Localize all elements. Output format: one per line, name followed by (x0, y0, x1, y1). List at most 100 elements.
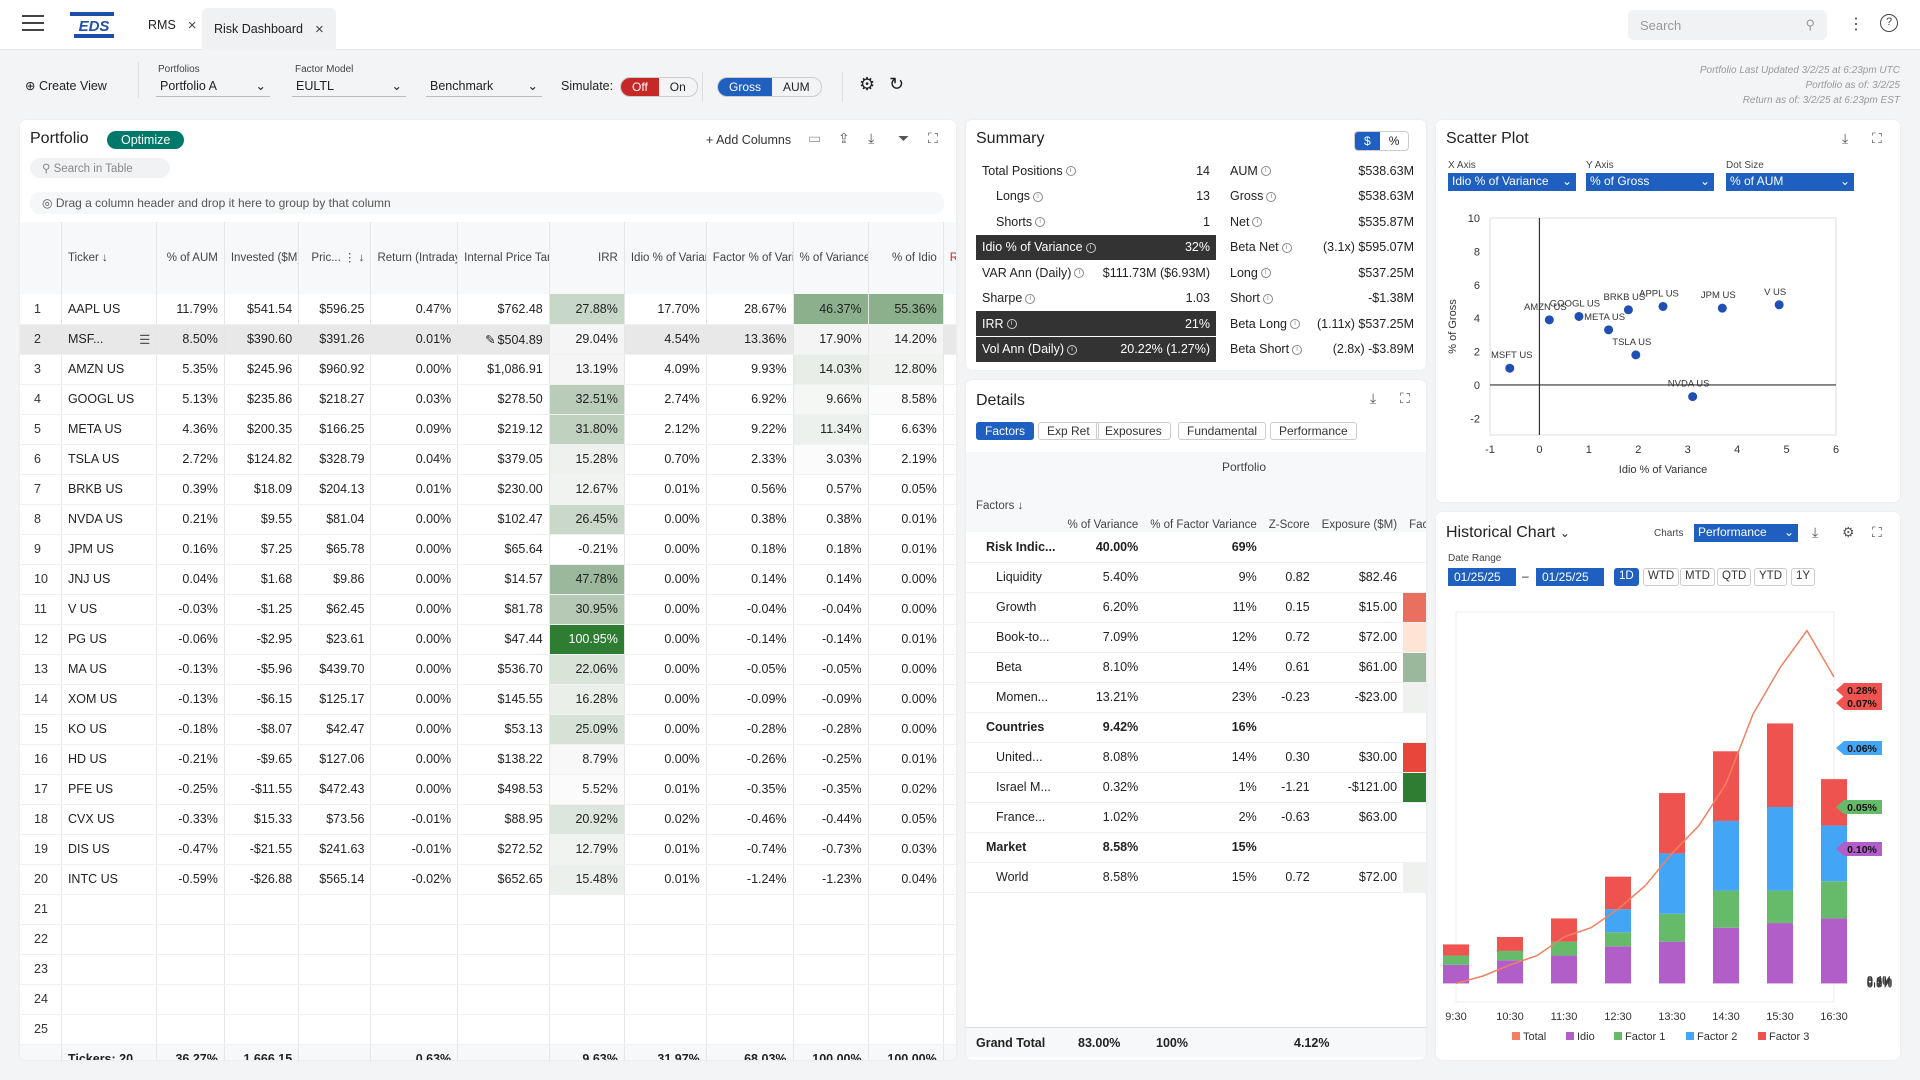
column-header[interactable]: Internal Price Target (457, 222, 550, 294)
info-icon[interactable]: i (1260, 166, 1271, 177)
range-mtd[interactable]: MTD (1680, 568, 1715, 586)
column-header[interactable]: Idio % of Variance (624, 222, 707, 294)
simulate-on[interactable]: On (669, 80, 686, 94)
info-icon[interactable]: i (1035, 217, 1046, 228)
row-menu-icon[interactable]: ☰ (139, 332, 151, 347)
table-row[interactable]: 24 (20, 984, 956, 1015)
bar-segment[interactable] (1551, 918, 1577, 942)
info-icon[interactable]: i (1033, 191, 1044, 202)
table-row[interactable]: 14 XOM US -0.13% -$6.15 $125.17 0.00% $145.55 1… (20, 684, 956, 715)
bar-segment[interactable] (1659, 913, 1685, 942)
scatter-point[interactable] (1631, 350, 1641, 360)
details-column-header[interactable]: Factors ↓ (976, 500, 1024, 512)
group-drop-zone[interactable]: ◎ Drag a column header and drop it here … (30, 192, 944, 214)
close-icon[interactable]: × (187, 16, 197, 34)
table-row[interactable]: 17 PFE US -0.25% -$11.55 $472.43 0.00% $498.53… (20, 774, 956, 805)
search-input[interactable]: Search ⚲ (1628, 10, 1827, 40)
table-row[interactable]: 9 JPM US 0.16% $7.25 $65.78 0.00% $65.64 -0.21%… (20, 534, 956, 565)
details-column-header[interactable]: Z-Score (1268, 519, 1310, 531)
bar-segment[interactable] (1443, 944, 1469, 956)
info-icon[interactable]: i (1290, 319, 1300, 330)
details-column-header[interactable]: % of Variance (1067, 519, 1139, 531)
column-header[interactable]: Factor % of Variance (706, 222, 794, 294)
table-row[interactable]: 12 PG US -0.06% -$2.95 $23.61 0.00% $47.44 100.… (20, 624, 956, 655)
aum-option[interactable]: AUM (783, 80, 810, 94)
tab-risk-dashboard[interactable]: Risk Dashboard × (202, 8, 336, 50)
edit-icon[interactable]: ✎ (485, 332, 496, 347)
table-row[interactable]: 6 TSLA US 2.72% $124.82 $328.79 0.04% $379.05 1… (20, 444, 956, 475)
details-tab-exp-ret[interactable]: Exp Ret (1038, 422, 1099, 440)
range-1y[interactable]: 1Y (1791, 568, 1816, 586)
table-row[interactable]: 5 META US 4.36% $200.35 $166.25 0.09% $219.12 3… (20, 414, 956, 445)
bar-segment[interactable] (1767, 807, 1793, 891)
percent-option[interactable]: % (1388, 134, 1400, 148)
scatter-point[interactable] (1717, 303, 1727, 313)
currency-percent-toggle[interactable]: $ % (1354, 131, 1410, 151)
details-column-header[interactable]: Exposure ($M) (1321, 519, 1398, 531)
bar-segment[interactable] (1767, 723, 1793, 807)
download-icon[interactable]: ⤓ (868, 130, 875, 146)
download-icon[interactable]: ⤓ (1370, 390, 1377, 406)
bar-segment[interactable] (1551, 955, 1577, 984)
table-row[interactable]: 18 CVX US -0.33% $15.33 $73.56 -0.01% $88.95 20… (20, 804, 956, 835)
bar-segment[interactable] (1605, 876, 1631, 910)
y-axis-select[interactable]: % of Gross ⌄ (1586, 173, 1714, 191)
column-header[interactable]: % of Idio (868, 222, 944, 294)
info-icon[interactable]: i (1085, 242, 1096, 253)
table-row[interactable]: 3 AMZN US 5.35% $245.96 $960.92 0.00% $1,086.9… (20, 354, 956, 385)
info-icon[interactable]: i (1066, 344, 1077, 355)
more-vert-icon[interactable]: ⋮ (1848, 16, 1864, 33)
info-icon[interactable]: i (1262, 293, 1273, 304)
column-header[interactable]: % of Variance (793, 222, 869, 294)
dollar-option[interactable]: $ (1355, 132, 1380, 150)
table-row[interactable]: 19 DIS US -0.47% -$21.55 $241.63 -0.01% $272.5… (20, 834, 956, 865)
info-icon[interactable]: i (1074, 268, 1085, 279)
info-icon[interactable]: i (1266, 191, 1277, 202)
info-icon[interactable]: i (1006, 319, 1017, 330)
download-icon[interactable]: ⤓ (1812, 524, 1819, 540)
table-row[interactable]: 21 (20, 894, 956, 925)
info-icon[interactable]: i (1260, 268, 1271, 279)
bar-segment[interactable] (1497, 960, 1523, 984)
details-row[interactable]: Israel M...0.32%1%-1.21-$121.004.29%0.0 (966, 772, 1426, 803)
x-axis-select[interactable]: Idio % of Variance ⌄ (1448, 173, 1576, 191)
bar-segment[interactable] (1767, 890, 1793, 924)
optimize-button[interactable]: Optimize (107, 131, 185, 149)
table-row[interactable]: 22 (20, 924, 956, 955)
fullscreen-icon[interactable]: ⛶ (1872, 130, 1882, 146)
table-row[interactable]: 16 HD US -0.21% -$9.65 $127.06 0.00% $138.22 8.… (20, 744, 956, 775)
upload-icon[interactable]: ⇪ (838, 130, 850, 146)
save-icon[interactable]: ▭ (808, 130, 822, 146)
details-tab-fundamental[interactable]: Fundamental (1178, 422, 1267, 440)
scatter-point[interactable] (1658, 301, 1668, 311)
details-tab-factors[interactable]: Factors (976, 422, 1035, 440)
column-header[interactable] (20, 222, 62, 294)
info-icon[interactable]: i (1292, 344, 1303, 355)
range-qtd[interactable]: QTD (1717, 568, 1752, 586)
gear-icon[interactable]: ⚙ (859, 74, 876, 94)
bar-segment[interactable] (1659, 853, 1685, 914)
table-search-input[interactable]: ⚲ Search in Table (30, 158, 170, 178)
scatter-point[interactable] (1574, 311, 1584, 321)
gross-aum-toggle[interactable]: Gross AUM (717, 77, 822, 97)
bar-segment[interactable] (1605, 932, 1631, 947)
details-row[interactable]: France...1.02%2%-0.63$63.000.00%0.0 (966, 802, 1426, 833)
benchmark-select[interactable]: Benchmark ⌄ (426, 75, 542, 97)
info-icon[interactable]: i (1281, 242, 1292, 253)
factor-model-select[interactable]: EULTL ⌄ (292, 75, 406, 97)
fullscreen-icon[interactable]: ⛶ (1400, 390, 1410, 406)
column-header[interactable]: Pric... ⋮ ↓ (298, 222, 372, 294)
bar-segment[interactable] (1659, 793, 1685, 854)
bar-segment[interactable] (1551, 941, 1577, 956)
range-1d[interactable]: 1D (1614, 568, 1639, 586)
table-row[interactable]: 10 JNJ US 0.04% $1.68 $9.86 0.00% $14.57 47.78%… (20, 564, 956, 595)
date-to-input[interactable]: 01/25/25 (1536, 568, 1604, 586)
table-row[interactable]: 13 MA US -0.13% -$5.96 $439.70 0.00% $536.70 22… (20, 654, 956, 685)
bar-segment[interactable] (1821, 881, 1847, 919)
simulate-off[interactable]: Off (621, 78, 659, 96)
help-icon[interactable]: ? (1880, 14, 1898, 32)
bar-segment[interactable] (1497, 950, 1523, 961)
details-row[interactable]: United...8.08%14%0.30$30.00-3.53%0.0 (966, 742, 1426, 773)
